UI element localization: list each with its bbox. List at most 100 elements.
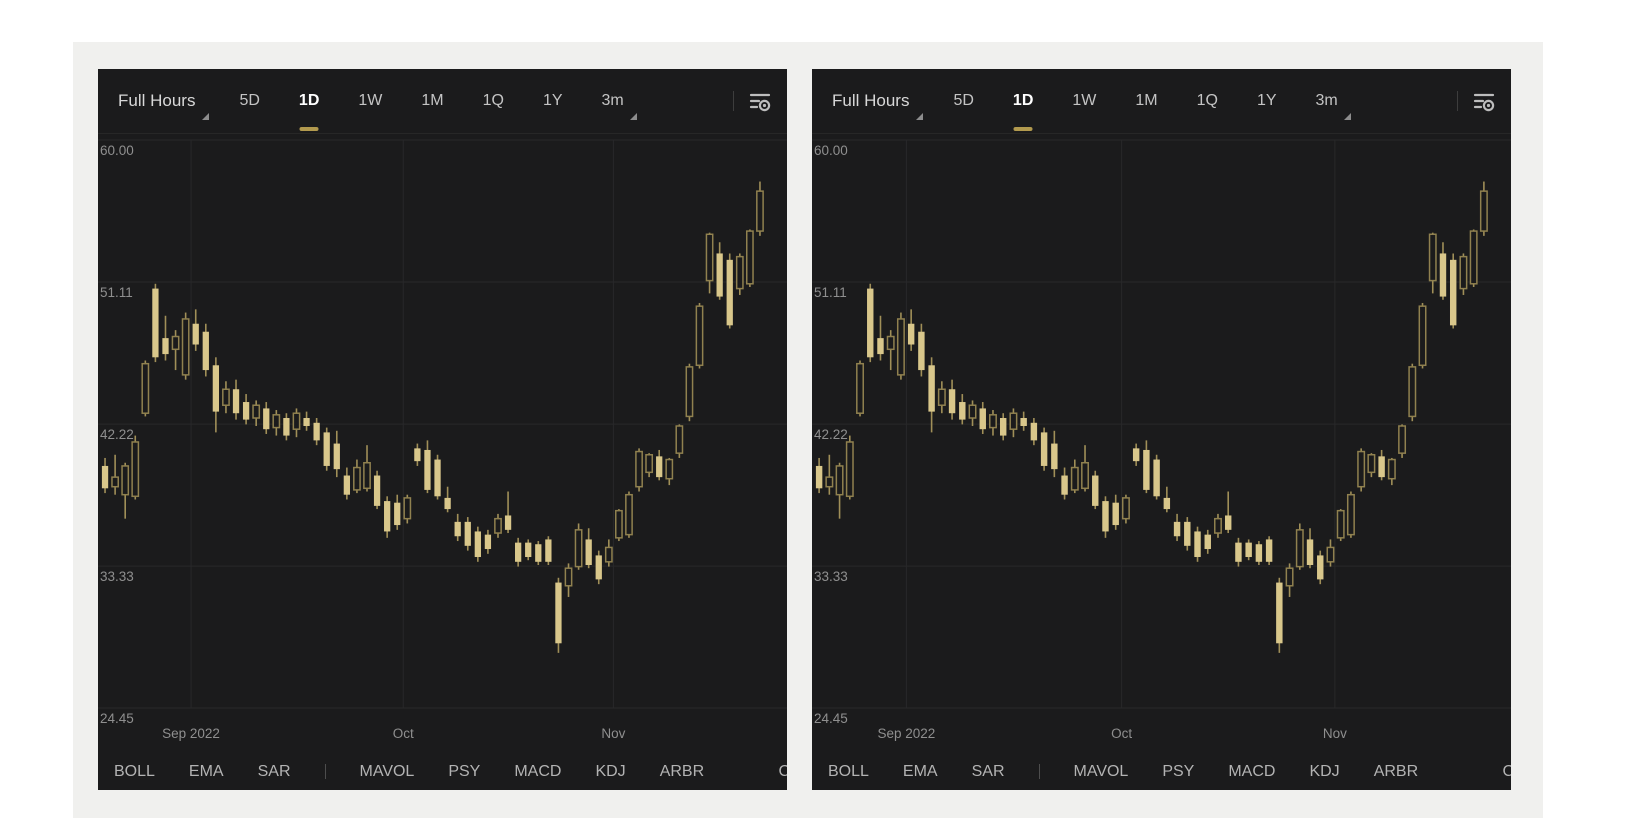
candle-body-up — [615, 509, 623, 539]
indicator-tab-C[interactable]: C — [778, 762, 787, 780]
interval-tab-5D[interactable]: 5D — [953, 69, 973, 133]
candle-body-down — [525, 542, 532, 558]
candles — [815, 181, 1488, 653]
interval-tab-1D[interactable]: 1D — [1013, 69, 1033, 133]
time-range-label: Full Hours — [118, 91, 196, 110]
interval-tab-1D[interactable]: 1D — [299, 69, 319, 133]
toolbar-right — [733, 88, 773, 114]
candles — [101, 181, 764, 653]
interval-tab-label: 1Y — [542, 92, 563, 109]
time-range-selector[interactable]: Full Hours — [118, 91, 211, 120]
y-axis-label: 51.11 — [814, 285, 847, 300]
interval-tab-5D[interactable]: 5D — [239, 69, 259, 133]
interval-tab-3m[interactable]: 3m — [601, 69, 637, 133]
interval-tab-1Q[interactable]: 1Q — [483, 69, 504, 133]
candle-body-up — [1070, 466, 1079, 491]
x-axis-label: Oct — [1111, 726, 1132, 741]
candle-body-down — [343, 475, 350, 495]
candle-body-down — [1439, 253, 1447, 297]
indicator-tab-SAR[interactable]: SAR — [971, 762, 1005, 780]
indicator-tab-PSY[interactable]: PSY — [1162, 762, 1195, 780]
candle-body-up — [705, 233, 714, 282]
indicator-tab-BOLL[interactable]: BOLL — [828, 762, 869, 780]
indicator-tab-PSY[interactable]: PSY — [448, 762, 481, 780]
indicator-tab-KDJ[interactable]: KDJ — [1309, 762, 1340, 780]
candle-body-down — [1132, 448, 1140, 462]
indicator-tab-ARBR[interactable]: ARBR — [659, 762, 705, 780]
interval-tab-label: 1M — [1135, 92, 1158, 109]
x-axis-label: Nov — [601, 726, 625, 741]
candle-body-down — [918, 331, 925, 371]
candle-body-down — [1163, 497, 1171, 510]
candle-body-up — [272, 414, 281, 429]
chart-settings-icon[interactable] — [1471, 88, 1497, 114]
indicator-tab-EMA[interactable]: EMA — [902, 762, 938, 780]
candlestick-chart[interactable]: Sep 2022 Oct Nov 60.00 51.11 42.22 33.33 24.45 — [98, 134, 787, 754]
candle-body-down — [504, 515, 512, 530]
chart-panel-left: Full Hours 5D 1D 1W 1M 1Q 1Y 3m Sep 2022 Oct Nov… — [98, 69, 787, 790]
y-axis-label: 42.22 — [814, 427, 848, 442]
chart-settings-icon[interactable] — [747, 88, 773, 114]
candle-body-up — [494, 517, 502, 534]
interval-tab-1M[interactable]: 1M — [1135, 69, 1157, 133]
interval-tab-label: 1D — [1012, 92, 1034, 109]
candle-body-down — [1143, 449, 1150, 490]
indicator-tab-MAVOL[interactable]: MAVOL — [1073, 762, 1129, 780]
indicator-tab-MACD[interactable]: MACD — [514, 762, 562, 780]
indicator-tab-KDJ[interactable]: KDJ — [595, 762, 626, 780]
candle-body-down — [464, 521, 471, 546]
candle-body-up — [574, 529, 583, 568]
y-axis-label: 51.11 — [100, 285, 133, 300]
candle-body-down — [1235, 542, 1242, 562]
indicator-tab-C[interactable]: C — [1502, 762, 1511, 780]
candle-body-down — [424, 449, 431, 490]
candlestick-chart[interactable]: Sep 2022 Oct Nov 60.00 51.11 42.22 33.33 24.45 — [812, 134, 1511, 754]
candle-body-down — [1276, 582, 1283, 644]
indicator-tab-ARBR[interactable]: ARBR — [1373, 762, 1419, 780]
x-axis-label: Sep 2022 — [162, 726, 220, 741]
interval-tab-1Q[interactable]: 1Q — [1197, 69, 1218, 133]
indicator-tab-SAR[interactable]: SAR — [257, 762, 291, 780]
indicator-divider — [1038, 764, 1040, 779]
y-axis-label: 24.45 — [100, 711, 134, 726]
candle-body-down — [1051, 443, 1058, 470]
candle-body-up — [685, 366, 694, 418]
interval-tab-1W[interactable]: 1W — [1072, 69, 1096, 133]
interval-tab-label: 1Q — [1196, 92, 1218, 109]
candle-body-down — [1102, 501, 1109, 532]
candle-body-up — [1336, 509, 1345, 539]
y-axis-label: 24.45 — [814, 711, 848, 726]
candle-body-up — [645, 454, 654, 474]
candle-body-up — [403, 497, 412, 520]
candle-body-up — [1357, 450, 1366, 488]
interval-tab-1Y[interactable]: 1Y — [543, 69, 563, 133]
indicator-tab-EMA[interactable]: EMA — [188, 762, 224, 780]
candle-body-down — [907, 323, 915, 345]
interval-tab-label: 3m — [601, 92, 624, 109]
candle-body-down — [444, 497, 451, 510]
indicator-tab-BOLL[interactable]: BOLL — [114, 762, 155, 780]
candle-body-down — [515, 542, 522, 562]
dropdown-corner-icon — [916, 113, 924, 120]
interval-tab-label: 1M — [421, 92, 444, 109]
candle-body-down — [323, 432, 330, 466]
candle-body-down — [394, 502, 401, 526]
interval-tab-3m[interactable]: 3m — [1316, 69, 1351, 133]
time-range-selector[interactable]: Full Hours — [832, 91, 925, 120]
interval-tab-label: 1Q — [482, 92, 504, 109]
candle-body-down — [1255, 544, 1263, 562]
candle-body-down — [202, 331, 209, 371]
interval-tab-1W[interactable]: 1W — [358, 69, 382, 133]
candle-body-down — [384, 501, 391, 532]
candle-body-up — [604, 546, 613, 563]
interval-tab-1Y[interactable]: 1Y — [1257, 69, 1277, 133]
indicator-tab-MAVOL[interactable]: MAVOL — [359, 762, 415, 780]
candle-body-down — [313, 422, 320, 441]
candle-body-up — [1428, 233, 1437, 282]
candle-body-down — [454, 521, 461, 537]
candle-body-up — [564, 567, 573, 587]
interval-tab-label: 1Y — [1256, 92, 1277, 109]
indicator-tab-MACD[interactable]: MACD — [1228, 762, 1276, 780]
candle-body-down — [585, 539, 592, 566]
interval-tab-1M[interactable]: 1M — [421, 69, 443, 133]
